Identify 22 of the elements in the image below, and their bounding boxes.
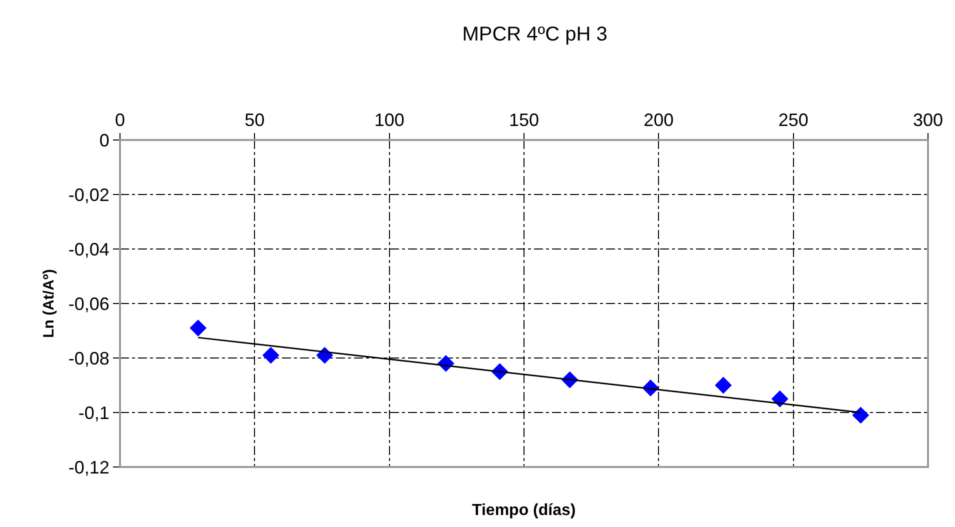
point (714, 376, 732, 394)
x-tick-label: 100 (374, 110, 404, 130)
y-tick-label: -0,04 (68, 239, 110, 260)
point (771, 390, 788, 408)
y-tick-label: -0,08 (68, 348, 110, 368)
y-tick-label: 0 (99, 130, 110, 150)
x-axis-title: Tiempo (días) (472, 502, 576, 519)
point (190, 320, 207, 336)
x-tick-label: 0 (114, 110, 126, 130)
y-tick-label: -0,1 (78, 402, 110, 423)
chart-title: MPCR 4ºC pH 3 (462, 23, 608, 46)
y-tick-label: -0,12 (68, 457, 110, 478)
point (852, 406, 870, 424)
x-tick-label: 50 (244, 110, 265, 130)
y-axis-title: Ln (At/Aº) (40, 269, 58, 338)
point (262, 346, 280, 364)
x-tick-label: 250 (778, 110, 808, 130)
y-tick-label: -0,02 (68, 184, 110, 205)
x-tick-label: 300 (912, 110, 944, 130)
x-tick-label: 200 (644, 110, 674, 130)
x-tick-label: 150 (508, 110, 540, 130)
y-tick-label: -0,06 (68, 294, 110, 314)
